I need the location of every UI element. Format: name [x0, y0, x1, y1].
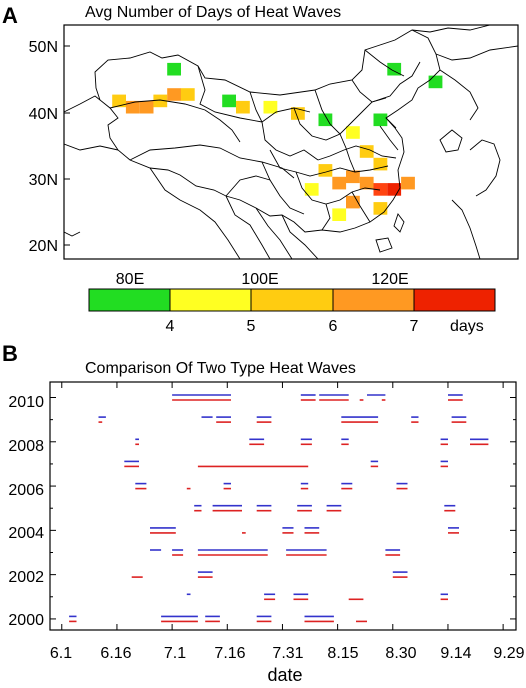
heat-cell: [318, 113, 333, 127]
heat-cell: [112, 94, 126, 108]
heatwave-segments: [69, 394, 489, 623]
lon-tick-label: 100E: [241, 271, 278, 288]
lat-axis: 50N 40N 30N 20N: [29, 39, 70, 255]
heat-cell: [332, 208, 347, 221]
lat-tick-label: 20N: [29, 238, 58, 255]
heat-cell: [180, 88, 195, 101]
heat-cell: [346, 170, 360, 184]
x-axis: 6.1 6.16 7.1 7.16 7.31 8.15 8.30 9.14 9.…: [50, 645, 525, 685]
heat-cell: [153, 94, 168, 108]
lon-tick-label: 120E: [371, 271, 408, 288]
heat-cell: [346, 126, 360, 139]
heat-cell: [167, 62, 181, 76]
y-tick-label: 2002: [8, 569, 44, 586]
y-tick-label: 2000: [8, 612, 44, 629]
china-boundary: [64, 25, 518, 259]
colorbar-tick-label: 6: [329, 318, 338, 335]
heat-cells: [112, 62, 443, 221]
heat-cell: [236, 100, 250, 114]
colorbar-swatch: [413, 288, 496, 312]
x-tick-label: 6.1: [50, 645, 72, 662]
heat-cell: [332, 176, 347, 190]
colorbar-tick-label: 4: [166, 318, 175, 335]
colorbar-tick-label: 7: [410, 318, 419, 335]
heat-cell: [139, 100, 154, 114]
x-tick-label: 7.16: [214, 645, 245, 662]
chart-b-title: Comparison Of Two Type Heat Waves: [85, 360, 356, 377]
plot-frame: [49, 381, 517, 631]
heat-cell: [167, 88, 181, 101]
heat-cell: [304, 183, 319, 196]
panel-b-letter: B: [2, 341, 18, 366]
x-tick-label: 7.1: [164, 645, 186, 662]
colorbar-swatch: [332, 288, 415, 312]
lat-tick-label: 50N: [29, 39, 58, 56]
y-tick-label: 2008: [8, 438, 44, 455]
lat-tick-label: 30N: [29, 172, 58, 189]
colorbar-swatch: [169, 288, 252, 312]
axis-ticks: [50, 382, 516, 630]
heat-cell: [373, 183, 388, 196]
heat-cell: [359, 145, 374, 158]
x-tick-label: 9.29: [493, 645, 524, 662]
panel-a-letter: A: [2, 3, 18, 28]
heat-cell: [373, 202, 388, 215]
colorbar-swatch: [250, 288, 334, 312]
x-tick-label: 9.14: [440, 645, 471, 662]
y-axis: 2000 2002 2004 2006 2008 2010: [8, 394, 44, 629]
heat-cell: [373, 113, 388, 127]
heat-cell: [125, 100, 140, 114]
x-tick-label: 8.30: [385, 645, 416, 662]
heat-cell: [359, 176, 374, 190]
x-tick-label: 7.31: [272, 645, 303, 662]
heat-cell: [401, 176, 415, 190]
heat-cell: [318, 164, 333, 177]
colorbar-tick-label: 5: [247, 318, 256, 335]
x-tick-label: 8.15: [327, 645, 358, 662]
heat-cell: [222, 94, 236, 108]
colorbar: 4 5 6 7 days: [88, 288, 496, 335]
x-tick-label: 6.16: [100, 645, 131, 662]
lon-tick-label: 80E: [116, 271, 144, 288]
y-tick-label: 2004: [8, 525, 44, 542]
lat-tick-label: 40N: [29, 106, 58, 123]
y-tick-label: 2006: [8, 482, 44, 499]
heat-cell: [428, 75, 443, 89]
map-title: Avg Number of Days of Heat Waves: [85, 4, 341, 21]
heat-cell: [263, 100, 278, 114]
map-frame: 50N 40N 30N 20N: [29, 24, 519, 260]
colorbar-swatch: [88, 288, 171, 312]
x-axis-label: date: [267, 665, 302, 685]
colorbar-unit: days: [450, 318, 484, 335]
y-tick-label: 2010: [8, 394, 44, 411]
